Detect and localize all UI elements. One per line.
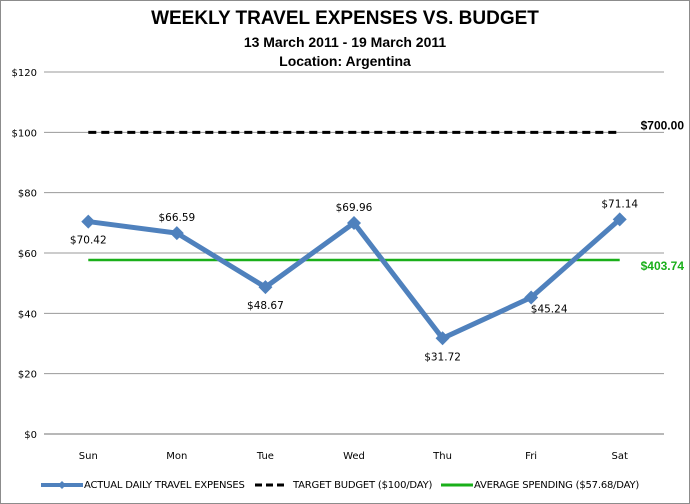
legend-label-target: TARGET BUDGET ($100/DAY) [293,479,433,491]
average-total-label: $403.74 [641,259,685,273]
data-label: $69.96 [336,202,373,214]
y-tick-label: $120 [12,68,37,79]
chart-subtitle-location: Location: Argentina [279,53,411,69]
legend-green-line-icon [441,483,473,487]
x-tick-label: Sun [79,451,98,462]
actual-expenses-line [87,217,622,341]
data-label: $45.24 [531,304,568,316]
target-total-label: $700.00 [641,118,685,132]
x-tick-label: Sat [612,451,628,462]
data-point-diamond-icon [81,214,96,229]
y-tick-label: $20 [18,370,37,381]
data-point-diamond-icon [169,226,184,241]
legend-item-average: AVERAGE SPENDING ($57.68/DAY) [440,476,639,494]
x-tick-label: Wed [343,451,365,462]
y-tick-label: $40 [18,309,37,320]
data-point-diamond-icon [435,331,450,346]
x-tick-label: Mon [166,451,187,462]
data-label: $66.59 [158,212,195,224]
x-tick-label: Thu [432,451,452,462]
data-label: $48.67 [247,300,284,312]
legend-item-actual: ACTUAL DAILY TRAVEL EXPENSES [40,476,245,494]
data-point-diamond-icon [258,280,273,295]
legend-dashed-line-icon [255,483,287,487]
y-tick-label: $60 [18,249,37,260]
data-label: $70.42 [70,235,107,247]
data-label: $71.14 [601,198,638,210]
chart-subtitle-dates: 13 March 2011 - 19 March 2011 [243,34,447,50]
data-point-diamond-icon [612,212,627,227]
y-tick-label: $0 [24,430,37,441]
x-tick-label: Tue [256,451,274,462]
chart-title: WEEKLY TRAVEL EXPENSES VS. BUDGET [151,8,539,29]
x-tick-label: Fri [525,451,537,462]
legend-label-average: AVERAGE SPENDING ($57.68/DAY) [474,479,640,491]
legend-item-target: TARGET BUDGET ($100/DAY) [254,476,432,494]
legend-label-actual: ACTUAL DAILY TRAVEL EXPENSES [84,479,245,491]
legend-line-diamond-icon [41,481,83,489]
data-point-diamond-icon [524,290,539,305]
y-tick-label: $100 [12,128,37,139]
chart-legend: ACTUAL DAILY TRAVEL EXPENSES TARGET BUDG… [0,476,690,494]
data-point-diamond-icon [347,215,361,230]
y-tick-label: $80 [18,189,37,200]
data-label: $31.72 [424,351,461,363]
